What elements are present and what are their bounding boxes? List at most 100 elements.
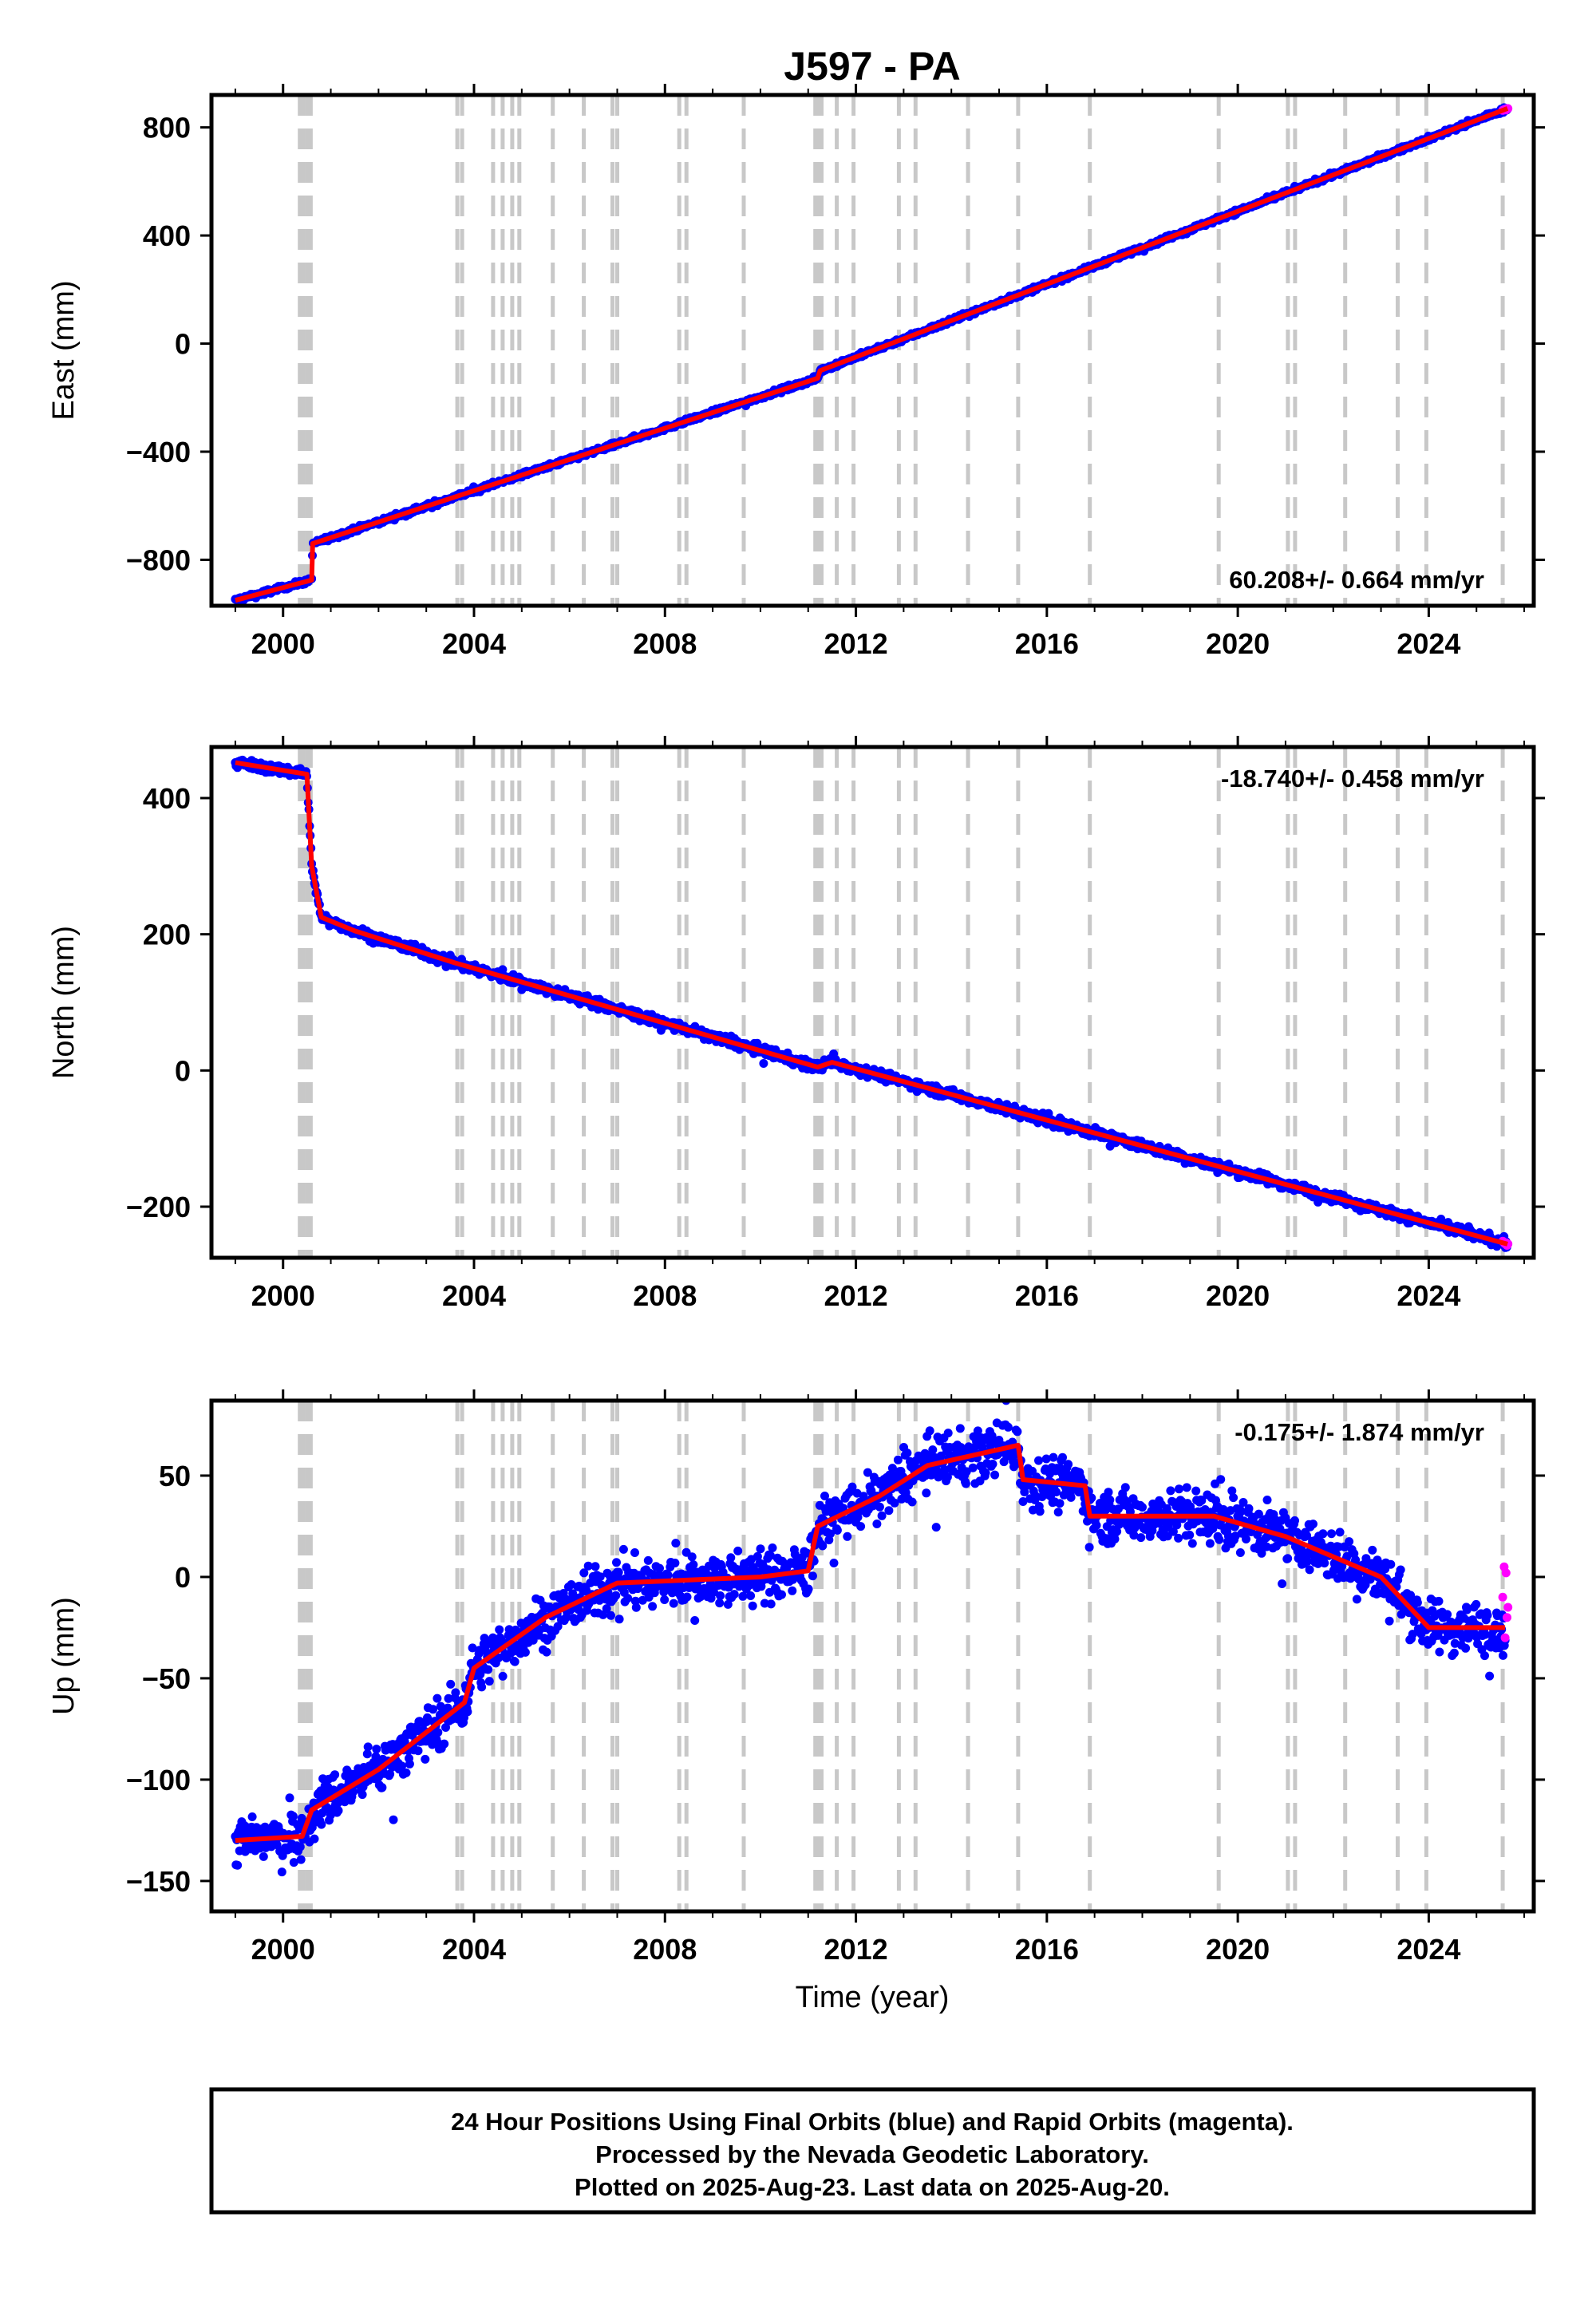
data-point <box>690 1616 700 1625</box>
x-tick-label: 2004 <box>442 1279 506 1312</box>
data-point <box>553 1622 563 1631</box>
data-point <box>715 1599 725 1608</box>
data-point <box>1018 1497 1028 1506</box>
data-point <box>804 1584 813 1594</box>
data-point <box>1003 1422 1013 1432</box>
data-point <box>903 1448 912 1458</box>
data-point <box>716 1591 725 1600</box>
data-point <box>317 1820 326 1829</box>
data-point <box>423 1713 432 1722</box>
data-point <box>623 1594 633 1603</box>
data-point <box>433 1728 443 1737</box>
model-line <box>235 106 1509 603</box>
y-tick-label: 400 <box>143 782 191 815</box>
data-point <box>689 1560 698 1570</box>
data-point <box>788 1586 797 1595</box>
data-point <box>233 1860 243 1870</box>
data-point <box>579 1568 589 1578</box>
data-point <box>583 1561 593 1571</box>
data-point <box>733 1546 743 1555</box>
data-point <box>987 1431 997 1441</box>
data-point <box>377 1783 387 1792</box>
data-point <box>606 1611 615 1620</box>
data-point <box>660 1595 670 1604</box>
y-tick-label: 200 <box>143 919 191 951</box>
data-point <box>296 1855 306 1864</box>
plot-frame <box>209 93 1536 608</box>
data-point <box>820 1492 829 1500</box>
data-point <box>602 1604 611 1614</box>
data-point <box>614 1567 623 1577</box>
data-point <box>990 1470 1000 1480</box>
data-point <box>726 1553 736 1563</box>
data-point <box>433 1694 442 1703</box>
data-point <box>746 1591 756 1600</box>
data-point <box>808 1571 817 1581</box>
data-point <box>818 1541 828 1551</box>
data-point <box>289 1858 298 1867</box>
data-point <box>756 1544 765 1554</box>
data-point <box>631 1603 641 1612</box>
data-point <box>843 1531 852 1541</box>
up-panel: 2000 2004 2008 2012 2016 2020 2024−150−100−500… <box>47 1389 1545 1966</box>
data-point <box>655 1563 664 1573</box>
data-point <box>330 1770 340 1780</box>
data-point <box>389 1815 398 1824</box>
data-point <box>925 1426 934 1436</box>
data-point <box>277 1867 286 1877</box>
data-point <box>405 1759 414 1769</box>
data-point <box>790 1550 800 1559</box>
data-point <box>1020 1488 1029 1496</box>
data-point <box>759 1059 768 1068</box>
y-tick-label: −200 <box>126 1191 191 1223</box>
data-point <box>887 1464 897 1473</box>
data-point <box>856 1522 866 1531</box>
y-tick-label: 800 <box>143 112 191 144</box>
data-point <box>663 1571 673 1580</box>
x-tick-label: 2016 <box>1015 627 1079 660</box>
data-point <box>829 1559 839 1567</box>
y-tick-label: −400 <box>126 436 191 468</box>
data-point <box>968 1463 978 1472</box>
y-tick-label: −800 <box>126 543 191 576</box>
data-point <box>413 1746 423 1756</box>
data-point <box>440 1739 449 1749</box>
x-tick-label: 2008 <box>633 627 697 660</box>
data-point <box>928 1445 938 1455</box>
data-point <box>630 1596 640 1606</box>
data-point <box>614 1614 624 1624</box>
data-point <box>768 1543 777 1552</box>
data-point <box>363 1742 373 1752</box>
data-point <box>826 1529 835 1539</box>
x-tick-label: 2008 <box>633 1279 697 1312</box>
data-point <box>832 1526 842 1535</box>
data-point <box>765 1551 775 1560</box>
data-point <box>669 1599 678 1608</box>
data-point <box>542 1647 551 1657</box>
data-point <box>476 1670 485 1679</box>
x-tick-label: 2000 <box>251 1279 315 1312</box>
data-point <box>285 1793 294 1803</box>
data-point <box>385 1769 395 1779</box>
chart-title: J597 - PA <box>784 44 960 89</box>
x-tick-label: 2012 <box>824 627 888 660</box>
data-point <box>962 1467 971 1476</box>
data-point <box>877 1511 887 1520</box>
data-point <box>498 1671 508 1681</box>
data-point <box>955 1424 965 1433</box>
x-tick-label: 2020 <box>1206 627 1270 660</box>
data-point <box>334 1806 343 1816</box>
data-point <box>421 1754 430 1764</box>
data-point <box>872 1520 882 1528</box>
data-point <box>477 1682 487 1692</box>
east-rate-label: 60.208+/- 0.664 mm/yr <box>1229 566 1484 594</box>
data-point <box>520 1647 530 1657</box>
data-point <box>362 1749 372 1759</box>
data-point <box>931 1523 941 1532</box>
x-tick-label: 2020 <box>1206 1279 1270 1312</box>
data-point <box>766 1599 776 1609</box>
data-point <box>288 1812 298 1821</box>
data-point <box>973 1426 982 1436</box>
east-axis-label: East (mm) <box>47 280 81 420</box>
